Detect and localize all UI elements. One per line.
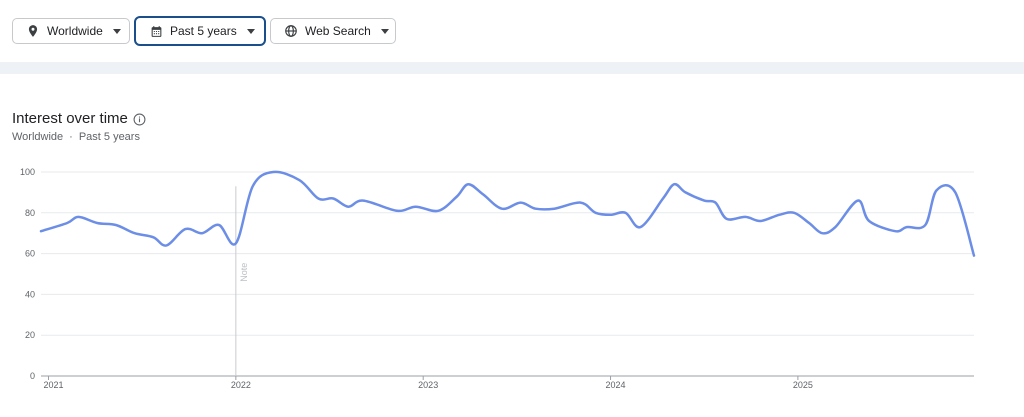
globe-icon xyxy=(285,25,297,37)
subtitle-region: Worldwide xyxy=(12,131,64,143)
search-type-filter-label: Web Search xyxy=(305,24,371,38)
chevron-down-icon xyxy=(246,28,255,34)
section-divider xyxy=(0,62,1024,74)
region-filter-label: Worldwide xyxy=(47,24,103,38)
x-tick-label: 2021 xyxy=(43,380,63,390)
info-icon[interactable] xyxy=(133,113,146,126)
chevron-down-icon xyxy=(380,28,389,34)
y-tick-label: 0 xyxy=(30,371,35,381)
filter-bar: Worldwide Past 5 years Web Search xyxy=(0,0,1024,62)
x-tick-label: 2024 xyxy=(606,380,626,390)
y-tick-label: 80 xyxy=(25,208,35,218)
x-tick-label: 2022 xyxy=(231,380,251,390)
chevron-down-icon xyxy=(112,28,121,34)
calendar-icon xyxy=(151,25,162,37)
search-type-filter[interactable]: Web Search xyxy=(270,18,396,44)
y-tick-label: 40 xyxy=(25,289,35,299)
series-line xyxy=(39,170,976,257)
time-range-filter-label: Past 5 years xyxy=(170,24,237,38)
time-range-filter[interactable]: Past 5 years xyxy=(134,16,266,46)
chart-subtitle: Worldwide · Past 5 years xyxy=(12,131,140,143)
y-tick-label: 20 xyxy=(25,330,35,340)
interest-over-time-chart: 0 20 40 60 80 100 2021 2022 2023 2024 2025 Note xyxy=(20,167,976,390)
y-tick-label: 60 xyxy=(25,249,35,259)
subtitle-separator: · xyxy=(69,131,73,143)
chart-title: Interest over time xyxy=(12,110,128,127)
location-pin-icon xyxy=(28,25,38,37)
subtitle-period: Past 5 years xyxy=(78,131,140,143)
note-annotation-label: Note xyxy=(239,263,249,282)
x-tick-label: 2023 xyxy=(418,380,438,390)
y-tick-label: 100 xyxy=(20,167,35,177)
x-tick-label: 2025 xyxy=(793,380,813,390)
region-filter[interactable]: Worldwide xyxy=(12,18,130,44)
